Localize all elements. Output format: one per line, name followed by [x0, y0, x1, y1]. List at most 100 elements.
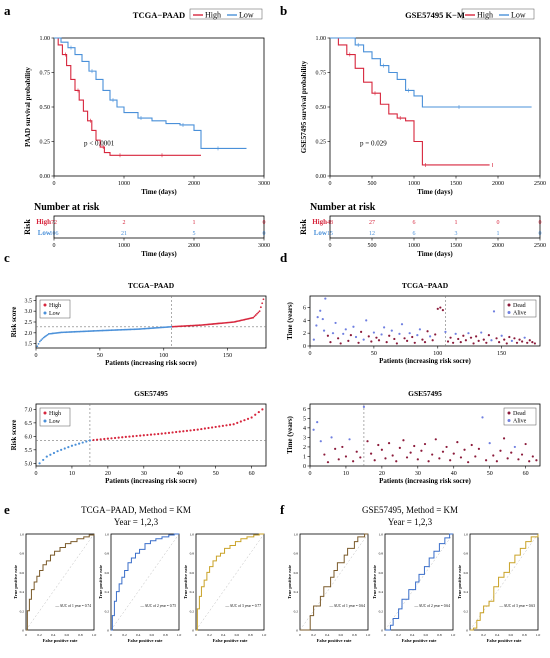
risk-legend-high: High: [49, 411, 61, 417]
risk-point-low: [107, 329, 110, 332]
status-d-bottom-xtick-label: 60: [523, 471, 529, 477]
risk-score-c-bottom-xtick-label: 20: [105, 471, 111, 477]
risk-b-xtick-label: 1000: [408, 243, 420, 249]
roc-xtick-label: 0.4: [51, 633, 56, 637]
roc-xtick-label: 0.4: [325, 633, 330, 637]
status-point-dead: [477, 339, 480, 342]
status-point-alive: [316, 316, 319, 319]
status-point-dead: [499, 449, 502, 452]
status-point-dead: [436, 307, 439, 310]
roc-xlabel: False positive rate: [402, 638, 437, 643]
risk-point-high: [190, 324, 193, 327]
roc-ytick-label: 0.6: [464, 571, 469, 575]
status-point-alive: [481, 416, 484, 419]
risk-legend-low: Low: [49, 419, 61, 425]
legend-label-high: High: [477, 11, 493, 20]
roc-auc-label: — AUC of 2 year = 0.75: [139, 604, 176, 608]
risk-value: 72: [51, 220, 57, 226]
risk-point-low: [65, 331, 68, 334]
risk-point-high: [135, 434, 138, 438]
risk-b-xtick-label: 2000: [492, 243, 504, 249]
status-point-dead: [387, 442, 391, 445]
risk-point-high: [236, 421, 239, 424]
risk-point-high: [203, 427, 207, 430]
status-point-dead: [459, 341, 462, 344]
status-point-dead: [470, 443, 473, 447]
roc-subtitle-f: Year = 1,2,3: [388, 517, 433, 527]
roc-xtick-label: 0.6: [235, 633, 240, 637]
roc-xtick-label: 0: [195, 633, 197, 637]
km-a-xtick-label: 2000: [188, 181, 200, 187]
status-point-dead: [515, 341, 519, 344]
risk-point-high: [149, 433, 153, 436]
roc-frame: [469, 533, 539, 631]
km-b-ytick-label: 0.00: [316, 174, 327, 180]
roc-ytick-label: 0.4: [379, 590, 384, 594]
risk-score-c-top-ytick-label: 3.0: [25, 309, 33, 315]
km-title-b: GSE57495 K−M: [405, 10, 465, 20]
risk-point-high: [146, 433, 149, 437]
status-point-dead: [409, 451, 412, 454]
risk-point-high: [193, 428, 196, 432]
risk-legend-low: Low: [49, 311, 61, 317]
roc-xlabel: False positive rate: [317, 638, 352, 643]
km-curve-high: [330, 37, 490, 166]
km-pvalue-a: p < 0.0001: [84, 140, 115, 148]
risk-point-high: [192, 324, 195, 327]
risk-legend-box: [39, 299, 71, 319]
risk-ylabel-b: Risk: [299, 219, 308, 235]
km-b-ytick-label: 0.75: [316, 71, 327, 77]
status-point-dead: [369, 452, 373, 455]
risk-point-low: [67, 331, 69, 334]
risk-point-high: [250, 416, 253, 419]
status-point-dead: [416, 458, 419, 461]
status-frame-d-bottom: [309, 403, 541, 467]
status-point-dead: [475, 335, 478, 338]
risk-point-low: [36, 345, 39, 348]
status-d-bottom-ytick-label: 5: [303, 416, 306, 422]
risk-point-low: [116, 329, 119, 331]
risk-point-high: [199, 324, 202, 327]
risk-point-low: [56, 450, 59, 453]
status-point-dead: [413, 341, 416, 344]
risk-point-low: [130, 328, 133, 331]
status-point-alive: [330, 436, 333, 439]
risk-point-high: [174, 325, 177, 328]
status-title-d-top: TCGA−PAAD: [402, 281, 449, 290]
risk-point-high: [262, 298, 265, 301]
risk-point-low: [84, 330, 87, 333]
risk-point-low: [46, 333, 49, 336]
roc-auc-label: — AUC of 2 year = 0.64: [413, 604, 450, 608]
roc-frame: [384, 533, 454, 631]
roc-ytick-label: 0.8: [379, 552, 384, 556]
risk-point-low: [120, 328, 123, 331]
risk-point-high: [196, 324, 198, 327]
roc-curve: [111, 533, 179, 631]
status-xlabel-d-top: Patients (increasing risk socre): [379, 357, 471, 365]
risk-point-high: [261, 302, 264, 305]
risk-a-xtick-label: 2000: [188, 243, 200, 249]
risk-point-high: [189, 324, 192, 327]
roc-ytick-label: 0.6: [20, 571, 25, 575]
risk-point-high: [113, 436, 117, 440]
roc-curve: [385, 533, 453, 631]
risk-point-high: [239, 420, 242, 423]
status-point-dead: [405, 456, 409, 459]
roc-xtick-label: 0.2: [396, 633, 401, 637]
status-point-alive: [312, 428, 315, 431]
status-point-alive: [454, 332, 457, 335]
km-b-ytick-label: 0.50: [316, 105, 327, 111]
risk-point-high: [171, 325, 174, 328]
roc-xtick-label: 1.0: [536, 633, 541, 637]
status-point-dead: [467, 461, 470, 464]
roc-xlabel: False positive rate: [43, 638, 78, 643]
status-point-alive: [352, 325, 355, 328]
panel-letter-d: d: [280, 250, 288, 265]
risk-value: 0: [539, 220, 542, 226]
risk-score-c-bottom-ytick-label: 7.0: [25, 407, 33, 413]
risk-point-low: [105, 329, 108, 332]
status-point-dead: [492, 454, 495, 457]
risk-value: 0: [539, 231, 542, 237]
risk-score-c-bottom-xtick-label: 50: [213, 471, 219, 477]
risk-point-low: [42, 336, 45, 339]
